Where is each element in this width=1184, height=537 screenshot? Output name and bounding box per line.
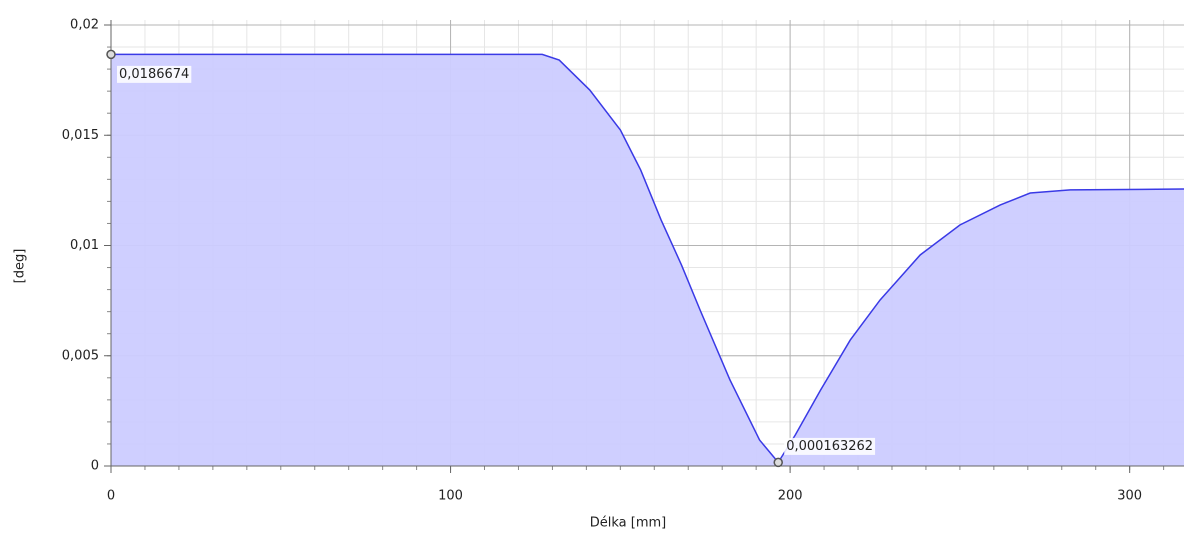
annotation-box <box>784 437 876 455</box>
area-fill <box>111 54 1184 467</box>
annotation-marker <box>773 457 783 468</box>
annotation-marker <box>106 49 116 60</box>
annotation-label: 0,000163262 <box>786 439 873 454</box>
x-tick-label: 300 <box>1117 489 1142 504</box>
x-tick-label: 100 <box>438 489 463 504</box>
y-tick-label: 0,005 <box>62 348 99 363</box>
y-tick-label: 0,01 <box>70 238 99 253</box>
y-tick-label: 0 <box>91 459 99 474</box>
x-tick-label: 0 <box>107 489 115 504</box>
annotation-box <box>117 65 192 83</box>
annotation-label: 0,0186674 <box>119 67 189 82</box>
y-tick-label: 0,015 <box>62 128 99 143</box>
x-axis-label: Délka [mm] <box>590 516 667 531</box>
y-tick-label: 0,02 <box>70 18 99 33</box>
y-axis-label: [deg] <box>13 249 28 284</box>
area-line <box>111 53 1184 464</box>
x-tick-label: 200 <box>778 489 803 504</box>
